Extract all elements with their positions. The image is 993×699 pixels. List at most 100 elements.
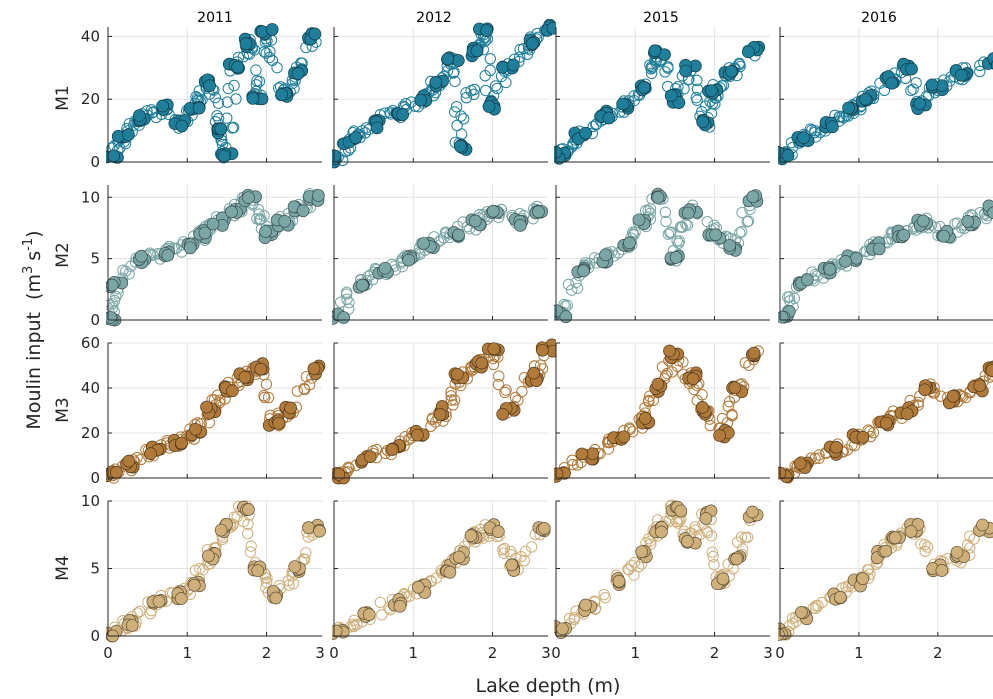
point-open-m1-2011-116 xyxy=(264,45,276,58)
xtick-label-m4-2012-0: 0 xyxy=(329,644,339,662)
point-open-m1-2011-60 xyxy=(209,91,221,104)
point-filled-m2-2011-147 xyxy=(259,225,272,238)
xtick-label-m4-2016-0: 0 xyxy=(775,644,785,662)
point-open-m2-2011-80 xyxy=(251,213,263,225)
ytick-label-m1-2011-2: 40 xyxy=(81,27,100,45)
point-filled-m3-2015-96 xyxy=(586,447,600,461)
point-open-m3-2012-44 xyxy=(448,394,461,406)
point-filled-m1-2012-128 xyxy=(370,121,384,135)
point-open-m3-2015-85 xyxy=(739,357,751,369)
point-open-m3-2011-79 xyxy=(262,391,275,404)
ytick-label-m4-2011-0: 0 xyxy=(90,627,100,645)
ytick-label-m3-2011-2: 40 xyxy=(81,379,100,397)
point-filled-m3-2015-121 xyxy=(696,401,709,414)
point-filled-m4-2011-110 xyxy=(152,595,166,608)
point-open-m3-2012-89 xyxy=(535,359,547,371)
point-open-m3-2015-80 xyxy=(716,412,729,425)
point-open-m4-2015-70 xyxy=(707,550,719,563)
point-filled-m4-2015-125 xyxy=(716,572,730,586)
point-open-m1-2012-70 xyxy=(455,110,467,122)
ytick-label-m4-2011-1: 5 xyxy=(90,560,100,578)
point-filled-m2-2011-123 xyxy=(161,248,175,262)
point-open-m4-2012-79 xyxy=(515,550,527,563)
point-filled-m3-2012-105 xyxy=(411,428,424,442)
point-filled-m3-2012-101 xyxy=(385,443,399,456)
point-open-m2-2011-11 xyxy=(123,268,135,280)
scatter-points-m3-2012 xyxy=(332,338,556,485)
point-filled-m1-2011-150 xyxy=(156,99,170,113)
point-open-m4-2011-12 xyxy=(134,605,146,618)
point-filled-m2-2015-101 xyxy=(599,248,612,262)
point-filled-m2-2016-95 xyxy=(849,251,863,265)
point-filled-m2-2016-92 xyxy=(823,262,837,276)
point-open-m2-2015-58 xyxy=(672,237,685,250)
point-open-m3-2012-36 xyxy=(445,394,458,406)
point-filled-m2-2011-131 xyxy=(198,226,212,240)
point-open-m3-2015-6 xyxy=(567,458,579,471)
panel-m4-2015: 0 1 2 3 xyxy=(551,499,773,662)
scatter-points-m1-2012 xyxy=(332,19,556,169)
point-open-m1-2012-57 xyxy=(448,106,461,118)
point-filled-m3-2015-113 xyxy=(663,344,676,358)
point-open-m1-2012-56 xyxy=(450,101,463,113)
y-axis-label: Moulin input (m3 s-1) xyxy=(21,230,45,429)
point-open-m3-2016-59 xyxy=(934,390,947,402)
point-open-m1-2012-83 xyxy=(479,84,492,97)
point-open-m1-2011-111 xyxy=(263,51,276,64)
point-filled-m3-2012-133 xyxy=(536,343,549,357)
point-filled-m3-2011-142 xyxy=(284,401,297,415)
point-filled-m2-2011-159 xyxy=(312,189,325,202)
point-filled-m2-2012-120 xyxy=(532,205,545,219)
panel-m3-2012 xyxy=(332,338,556,485)
point-filled-m3-2015-133 xyxy=(747,346,761,360)
point-open-m1-2011-73 xyxy=(221,112,233,124)
point-open-m2-2015-7 xyxy=(561,299,573,311)
point-filled-m1-2012-144 xyxy=(441,52,455,66)
point-filled-m4-2011-130 xyxy=(242,503,255,516)
point-filled-m2-2012-104 xyxy=(452,228,465,242)
point-filled-m1-2015-130 xyxy=(679,64,692,78)
point-filled-m3-2011-130 xyxy=(238,370,252,384)
scatter-points-m3-2016 xyxy=(778,360,993,484)
point-filled-m2-2012-84 xyxy=(337,311,350,324)
point-filled-m4-2011-142 xyxy=(288,560,302,573)
point-filled-m4-2015-117 xyxy=(681,535,694,548)
point-filled-m3-2016-100 xyxy=(879,416,893,430)
point-open-m3-2015-42 xyxy=(661,367,673,380)
point-filled-m1-2016-93 xyxy=(781,149,795,162)
point-filled-m1-2015-138 xyxy=(705,84,718,97)
point-filled-m1-2015-114 xyxy=(616,97,630,111)
point-filled-m1-2011-154 xyxy=(175,119,189,133)
point-filled-m4-2015-121 xyxy=(699,512,713,525)
point-filled-m1-2016-105 xyxy=(842,101,855,115)
point-open-m1-2012-14 xyxy=(359,127,372,139)
point-filled-m3-2016-88 xyxy=(793,457,807,470)
point-open-m4-2011-80 xyxy=(261,572,273,584)
xtick-label-m4-2015-2: 2 xyxy=(710,644,720,662)
point-filled-m1-2012-143 xyxy=(451,54,465,67)
point-open-m1-2011-103 xyxy=(250,79,263,91)
point-filled-m4-2015-97 xyxy=(579,598,592,612)
ytick-label-m2-2011-2: 10 xyxy=(81,188,100,206)
y-axis-label-close: ) xyxy=(23,230,45,237)
point-filled-m2-2015-105 xyxy=(623,236,636,250)
point-open-m1-2015-49 xyxy=(659,66,671,78)
point-filled-m3-2015-109 xyxy=(651,377,665,391)
point-open-m4-2012-76 xyxy=(518,554,530,567)
point-filled-m2-2012-100 xyxy=(417,237,430,250)
point-filled-m1-2011-142 xyxy=(122,128,135,142)
point-filled-m4-2012-104 xyxy=(452,550,466,564)
point-open-m1-2012-85 xyxy=(484,53,496,65)
point-filled-m2-2016-116 xyxy=(961,214,975,228)
point-filled-m3-2011-106 xyxy=(122,454,136,468)
xtick-label-m4-2016-2: 2 xyxy=(933,644,943,662)
point-filled-m3-2011-114 xyxy=(175,436,188,450)
point-filled-m3-2012-132 xyxy=(546,344,556,358)
point-filled-m4-2011-134 xyxy=(251,564,265,578)
point-filled-m2-2011-135 xyxy=(206,217,220,231)
point-filled-m3-2012-117 xyxy=(475,356,489,370)
point-filled-m4-2012-112 xyxy=(491,525,505,539)
point-filled-m2-2011-139 xyxy=(225,205,238,219)
